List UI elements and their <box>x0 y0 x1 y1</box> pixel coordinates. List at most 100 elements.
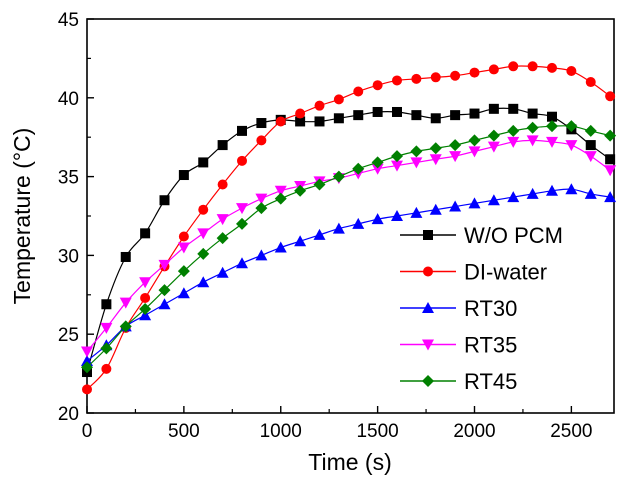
x-tick-label: 1000 <box>260 421 302 442</box>
data-point-di-water <box>295 108 306 119</box>
data-point-rt35 <box>584 151 597 163</box>
data-point-w-o-pcm <box>295 116 306 127</box>
legend: W/O PCM DI-water RT30 RT35 RT45 <box>400 223 563 394</box>
data-point-di-water <box>469 67 480 78</box>
data-point-rt35 <box>236 203 248 215</box>
x-tick-label: 2500 <box>550 421 592 442</box>
data-point-rt30 <box>565 183 578 195</box>
data-point-di-water <box>275 116 286 127</box>
data-point-w-o-pcm <box>527 108 538 119</box>
data-point-di-water <box>140 292 151 303</box>
x-axis-title: Time (s) <box>308 449 391 475</box>
data-point-rt35 <box>468 146 481 158</box>
data-point-w-o-pcm <box>140 228 151 239</box>
data-point-w-o-pcm <box>392 106 402 117</box>
data-point-di-water <box>566 66 577 77</box>
data-point-di-water <box>547 62 557 73</box>
data-point-rt45 <box>526 121 539 134</box>
data-point-rt45 <box>100 342 113 355</box>
data-point-rt35 <box>565 140 578 152</box>
plot-frame <box>86 18 615 414</box>
data-point-rt35 <box>604 165 617 177</box>
data-point-rt45 <box>294 184 307 197</box>
legend-item-rt45: RT45 <box>400 369 517 394</box>
data-point-w-o-pcm <box>547 111 557 122</box>
legend-marker <box>422 339 434 351</box>
data-point-rt30 <box>546 184 558 196</box>
data-point-w-o-pcm <box>450 110 461 121</box>
data-point-di-water <box>392 75 402 86</box>
data-point-rt35 <box>429 154 442 166</box>
legend-marker <box>422 375 434 387</box>
legend-item-rt30: RT30 <box>400 296 517 321</box>
legend-label: W/O PCM <box>464 223 563 248</box>
y-tick-label: 45 <box>58 10 79 31</box>
legend-item-w-o-pcm: W/O PCM <box>400 223 563 248</box>
data-point-rt35 <box>410 157 423 169</box>
data-point-di-water <box>605 91 616 102</box>
data-point-w-o-pcm <box>120 251 131 262</box>
series-rt35 <box>81 135 617 358</box>
data-point-rt45 <box>410 145 423 158</box>
data-point-rt30 <box>81 354 93 366</box>
data-point-rt45 <box>604 129 617 142</box>
data-point-rt30 <box>216 266 229 278</box>
legend-marker <box>423 266 433 277</box>
data-point-rt35 <box>487 141 500 153</box>
data-point-rt45 <box>139 302 152 315</box>
y-tick-label: 30 <box>58 246 79 267</box>
data-point-rt30 <box>371 213 384 225</box>
series-rt30 <box>81 183 617 366</box>
data-point-w-o-pcm <box>159 195 170 206</box>
data-point-w-o-pcm <box>314 116 325 127</box>
data-point-rt45 <box>487 129 500 142</box>
data-point-rt35 <box>449 151 462 163</box>
data-point-rt45 <box>81 361 93 374</box>
data-point-rt30 <box>429 203 442 215</box>
data-point-rt30 <box>391 210 403 221</box>
data-point-w-o-pcm <box>411 110 422 121</box>
y-tick-label: 35 <box>58 168 79 189</box>
data-point-rt45 <box>313 178 326 191</box>
data-point-w-o-pcm <box>353 110 364 121</box>
data-point-rt30 <box>449 200 462 212</box>
data-point-rt45 <box>177 265 190 278</box>
y-tick-label: 20 <box>58 404 79 425</box>
data-point-rt30 <box>197 276 210 288</box>
data-point-rt35 <box>526 135 539 147</box>
data-point-rt30 <box>332 222 345 234</box>
data-point-rt30 <box>236 257 248 269</box>
data-point-w-o-pcm <box>469 108 480 119</box>
data-point-rt30 <box>604 191 617 203</box>
data-point-rt30 <box>410 206 423 218</box>
data-point-di-water <box>314 100 325 111</box>
data-point-w-o-pcm <box>372 106 383 117</box>
data-point-di-water <box>508 61 519 72</box>
data-point-w-o-pcm <box>198 157 209 168</box>
data-point-rt45 <box>332 170 345 183</box>
legend-item-rt35: RT35 <box>400 333 517 358</box>
data-point-rt45 <box>158 284 171 297</box>
data-point-rt45 <box>119 320 132 333</box>
data-point-rt35 <box>100 322 113 334</box>
data-point-rt45 <box>584 124 597 137</box>
data-point-di-water <box>411 73 422 84</box>
data-point-w-o-pcm <box>508 103 519 114</box>
series-line-w-o-pcm <box>86 107 611 373</box>
data-point-rt45 <box>429 142 442 155</box>
y-axis: 20 25 30 35 40 45 <box>58 10 94 425</box>
data-point-w-o-pcm <box>237 125 247 136</box>
data-point-w-o-pcm <box>178 170 189 181</box>
data-point-rt35 <box>546 136 558 148</box>
series-line-di-water <box>86 65 611 390</box>
data-point-rt45 <box>216 232 229 245</box>
series-line-rt45 <box>86 125 611 368</box>
data-point-rt30 <box>526 187 539 199</box>
data-point-rt30 <box>584 187 597 199</box>
data-point-rt45 <box>197 247 210 260</box>
data-point-w-o-pcm <box>333 113 344 124</box>
data-point-rt35 <box>119 297 132 309</box>
data-point-rt35 <box>81 346 93 358</box>
data-point-rt45 <box>391 150 403 163</box>
